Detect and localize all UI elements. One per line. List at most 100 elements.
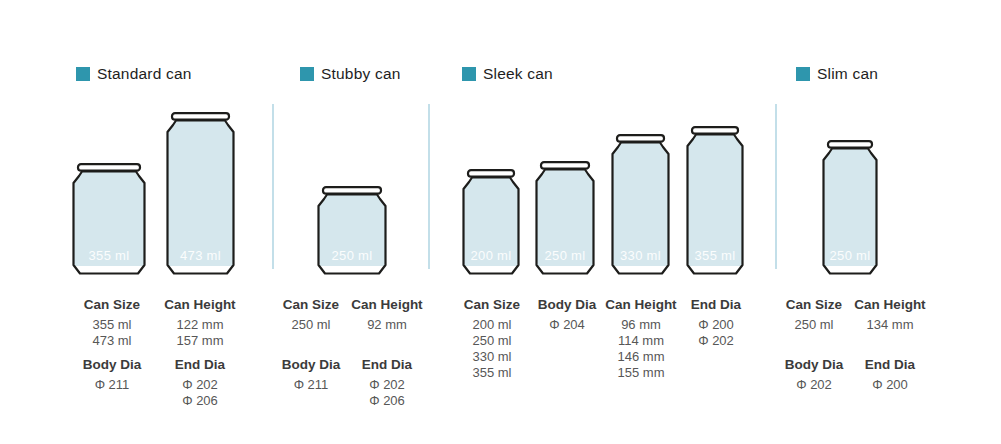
spec-block-stubby-can-size: Can Size 250 ml bbox=[283, 296, 339, 333]
spec-value-line: Φ 204 bbox=[538, 317, 597, 333]
spec-value-line: Φ 202 bbox=[785, 377, 844, 393]
spec-block-standard-can-height: Can Height 122 mm157 mm bbox=[164, 296, 235, 349]
spec-header: End Dia bbox=[175, 356, 225, 373]
spec-values: Φ 202Φ 206 bbox=[175, 377, 225, 409]
spec-value-line: Φ 202 bbox=[175, 377, 225, 393]
spec-value-line: Φ 202 bbox=[691, 333, 741, 349]
spec-values: Φ 200Φ 202 bbox=[691, 317, 741, 349]
can-volume-label: 250 ml bbox=[535, 248, 595, 263]
spec-block-sleek-can-height: Can Height 96 mm114 mm146 mm155 mm bbox=[605, 296, 676, 381]
can-volume-label: 355 ml bbox=[686, 248, 744, 263]
spec-block-stubby-can-height: Can Height 92 mm bbox=[351, 296, 422, 333]
spec-value-line: 355 ml bbox=[464, 365, 520, 381]
spec-block-slim-can-height: Can Height 134 mm bbox=[854, 296, 925, 333]
spec-block-standard-end-dia: End Dia Φ 202Φ 206 bbox=[175, 356, 225, 409]
spec-value-line: 473 ml bbox=[84, 333, 140, 349]
can-standard-473ml: 473 ml bbox=[166, 112, 235, 275]
can-volume-label: 355 ml bbox=[72, 248, 146, 263]
spec-value-line: 200 ml bbox=[464, 317, 520, 333]
spec-header: Can Height bbox=[351, 296, 422, 313]
spec-value-line: 157 mm bbox=[164, 333, 235, 349]
can-slim-250ml: 250 ml bbox=[822, 140, 878, 275]
can-volume-label: 330 ml bbox=[611, 248, 670, 263]
spec-value-line: Φ 206 bbox=[175, 393, 225, 409]
spec-value-line: Φ 200 bbox=[865, 377, 915, 393]
spec-values: Φ 204 bbox=[538, 317, 597, 333]
spec-value-line: Φ 206 bbox=[362, 393, 412, 409]
can-volume-label: 250 ml bbox=[317, 248, 387, 263]
spec-values: Φ 211 bbox=[282, 377, 341, 393]
spec-block-sleek-end-dia: End Dia Φ 200Φ 202 bbox=[691, 296, 741, 349]
section-header-slim: Slim can bbox=[796, 66, 878, 82]
section-title-standard: Standard can bbox=[97, 65, 192, 83]
spec-values: Φ 202Φ 206 bbox=[362, 377, 412, 409]
spec-header: Can Size bbox=[786, 296, 842, 313]
spec-block-slim-end-dia: End Dia Φ 200 bbox=[865, 356, 915, 393]
can-volume-label: 250 ml bbox=[822, 248, 878, 263]
can-sleek-200ml: 200 ml bbox=[462, 169, 520, 275]
section-divider bbox=[272, 104, 274, 269]
spec-header: Can Size bbox=[84, 296, 140, 313]
legend-square-icon bbox=[300, 67, 314, 81]
can-volume-label: 473 ml bbox=[166, 248, 235, 263]
legend-square-icon bbox=[76, 67, 90, 81]
spec-values: Φ 202 bbox=[785, 377, 844, 393]
spec-values: 92 mm bbox=[351, 317, 422, 333]
spec-value-line: 250 ml bbox=[283, 317, 339, 333]
section-header-stubby: Stubby can bbox=[300, 66, 401, 82]
can-sleek-355ml: 355 ml bbox=[686, 126, 744, 275]
spec-block-sleek-can-size: Can Size 200 ml250 ml330 ml355 ml bbox=[464, 296, 520, 381]
section-header-standard: Standard can bbox=[76, 66, 192, 82]
spec-block-slim-body-dia: Body Dia Φ 202 bbox=[785, 356, 844, 393]
spec-value-line: 92 mm bbox=[351, 317, 422, 333]
spec-header: End Dia bbox=[362, 356, 412, 373]
spec-values: 96 mm114 mm146 mm155 mm bbox=[605, 317, 676, 381]
can-sleek-330ml: 330 ml bbox=[611, 134, 670, 275]
can-standard-355ml: 355 ml bbox=[72, 163, 146, 275]
spec-header: Body Dia bbox=[538, 296, 597, 313]
section-title-sleek: Sleek can bbox=[483, 65, 553, 83]
spec-values: 250 ml bbox=[786, 317, 842, 333]
spec-block-stubby-end-dia: End Dia Φ 202Φ 206 bbox=[362, 356, 412, 409]
spec-header: Can Height bbox=[854, 296, 925, 313]
section-title-slim: Slim can bbox=[817, 65, 878, 83]
spec-value-line: 96 mm bbox=[605, 317, 676, 333]
spec-block-standard-can-size: Can Size 355 ml473 ml bbox=[84, 296, 140, 349]
section-header-sleek: Sleek can bbox=[462, 66, 553, 82]
can-stubby-250ml: 250 ml bbox=[317, 186, 387, 275]
can-size-diagram: Standard can Stubby can Sleek can Slim c… bbox=[0, 0, 1001, 444]
spec-values: Φ 200 bbox=[865, 377, 915, 393]
spec-header: Can Height bbox=[605, 296, 676, 313]
spec-block-stubby-body-dia: Body Dia Φ 211 bbox=[282, 356, 341, 393]
spec-value-line: 330 ml bbox=[464, 349, 520, 365]
can-sleek-250ml: 250 ml bbox=[535, 161, 595, 275]
spec-values: 134 mm bbox=[854, 317, 925, 333]
spec-header: Can Size bbox=[464, 296, 520, 313]
spec-value-line: Φ 202 bbox=[362, 377, 412, 393]
spec-value-line: 250 ml bbox=[464, 333, 520, 349]
spec-header: Body Dia bbox=[83, 356, 142, 373]
spec-block-slim-can-size: Can Size 250 ml bbox=[786, 296, 842, 333]
spec-header: End Dia bbox=[691, 296, 741, 313]
spec-value-line: Φ 200 bbox=[691, 317, 741, 333]
can-volume-label: 200 ml bbox=[462, 248, 520, 263]
spec-value-line: 250 ml bbox=[786, 317, 842, 333]
spec-header: Can Height bbox=[164, 296, 235, 313]
spec-value-line: 155 mm bbox=[605, 365, 676, 381]
spec-header: Can Size bbox=[283, 296, 339, 313]
spec-block-sleek-body-dia: Body Dia Φ 204 bbox=[538, 296, 597, 333]
section-title-stubby: Stubby can bbox=[321, 65, 401, 83]
spec-value-line: 134 mm bbox=[854, 317, 925, 333]
spec-value-line: 355 ml bbox=[84, 317, 140, 333]
spec-values: Φ 211 bbox=[83, 377, 142, 393]
spec-block-standard-body-dia: Body Dia Φ 211 bbox=[83, 356, 142, 393]
spec-values: 250 ml bbox=[283, 317, 339, 333]
spec-header: Body Dia bbox=[785, 356, 844, 373]
spec-values: 355 ml473 ml bbox=[84, 317, 140, 349]
section-divider bbox=[428, 104, 430, 269]
spec-value-line: 114 mm bbox=[605, 333, 676, 349]
spec-value-line: Φ 211 bbox=[282, 377, 341, 393]
legend-square-icon bbox=[796, 67, 810, 81]
spec-value-line: Φ 211 bbox=[83, 377, 142, 393]
spec-header: End Dia bbox=[865, 356, 915, 373]
